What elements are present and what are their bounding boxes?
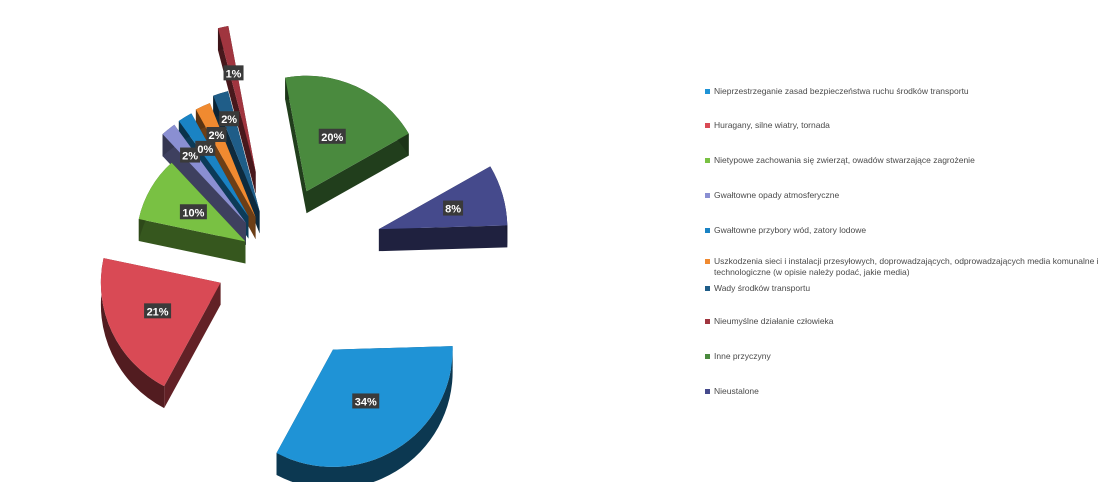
data-label-box <box>180 147 201 163</box>
legend-label: Inne przyczyny <box>714 351 771 361</box>
data-label: 34% <box>355 396 377 408</box>
legend-item: Wady środków transportu <box>705 283 1107 294</box>
legend-label: Gwałtowne przybory wód, zatory lodowe <box>714 225 867 235</box>
legend-item: Nieumyślne działanie człowieka <box>705 316 1107 327</box>
pie-slice-side <box>100 258 165 409</box>
legend-item: Gwałtowne opady atmosferyczne <box>705 190 1107 201</box>
legend-swatch <box>705 319 710 324</box>
legend-item: Nieprzestrzeganie zasad bezpieczeństwa r… <box>705 86 1107 97</box>
data-label-box <box>195 140 216 156</box>
legend-item: Nieustalone <box>705 386 1107 397</box>
legend-item: Gwałtowne przybory wód, zatory lodowe <box>705 225 1107 236</box>
pie-slice-side <box>276 346 453 482</box>
legend-swatch <box>705 228 710 233</box>
pie-slice <box>138 162 246 264</box>
legend-swatch <box>705 389 710 394</box>
legend-swatch <box>705 89 710 94</box>
legend-label: Nieprzestrzeganie zasad bezpieczeństwa r… <box>714 86 969 96</box>
pie-slice-top <box>378 166 508 230</box>
legend-label: Uszkodzenia sieci i instalacji przesyłow… <box>714 256 1099 277</box>
legend-swatch <box>705 123 710 128</box>
pie-slice-top <box>178 113 249 217</box>
data-label: 20% <box>321 132 343 144</box>
data-label-box <box>223 65 244 81</box>
legend-swatch <box>705 259 710 264</box>
chart-legend: Nieprzestrzeganie zasad bezpieczeństwa r… <box>705 80 1107 397</box>
legend-swatch <box>705 193 710 198</box>
data-label: 2% <box>209 130 225 142</box>
pie-slice <box>285 75 409 214</box>
pie-slice-top <box>285 75 409 192</box>
legend-item: Inne przyczyny <box>705 351 1107 362</box>
legend-swatch <box>705 286 710 291</box>
data-label: 1% <box>226 68 242 80</box>
pie-slice-top <box>100 258 221 387</box>
data-label-box <box>443 200 464 216</box>
data-label-box <box>179 204 207 220</box>
legend-label: Gwałtowne opady atmosferyczne <box>714 190 840 200</box>
pie-slice <box>276 346 453 482</box>
data-label-box <box>318 128 346 144</box>
pie-slice-top <box>217 25 256 172</box>
legend-swatch <box>705 158 710 163</box>
data-label: 2% <box>221 114 237 126</box>
data-label-box <box>352 393 380 409</box>
data-label: 8% <box>445 204 461 216</box>
pie-slice-top <box>138 162 246 242</box>
legend-swatch <box>705 354 710 359</box>
data-label: 0% <box>197 144 213 156</box>
data-label-box <box>219 111 240 127</box>
pie-slice-wall <box>285 77 307 214</box>
data-label: 21% <box>147 306 169 318</box>
pie-slice-wall <box>138 218 246 264</box>
pie-slice-wall <box>378 225 508 252</box>
legend-item: Nietypowe zachowania się zwierząt, owadó… <box>705 155 1107 166</box>
legend-label: Nieustalone <box>714 386 759 396</box>
legend-label: Huragany, silne wiatry, tornada <box>714 120 830 130</box>
legend-label: Wady środków transportu <box>714 283 811 293</box>
data-label-box <box>206 127 227 143</box>
data-label: 10% <box>182 207 204 219</box>
pie-slice-wall <box>306 133 409 214</box>
pie-slice <box>378 166 508 252</box>
data-label-box <box>144 303 172 319</box>
data-label: 2% <box>182 151 198 163</box>
pie-slice <box>100 258 221 409</box>
pie-slice-wall <box>164 282 221 409</box>
legend-item: Uszkodzenia sieci i instalacji przesyłow… <box>705 256 1107 278</box>
legend-item: Huragany, silne wiatry, tornada <box>705 120 1107 131</box>
legend-label: Nietypowe zachowania się zwierząt, owadó… <box>714 155 975 165</box>
legend-label: Nieumyślne działanie człowieka <box>714 316 834 326</box>
